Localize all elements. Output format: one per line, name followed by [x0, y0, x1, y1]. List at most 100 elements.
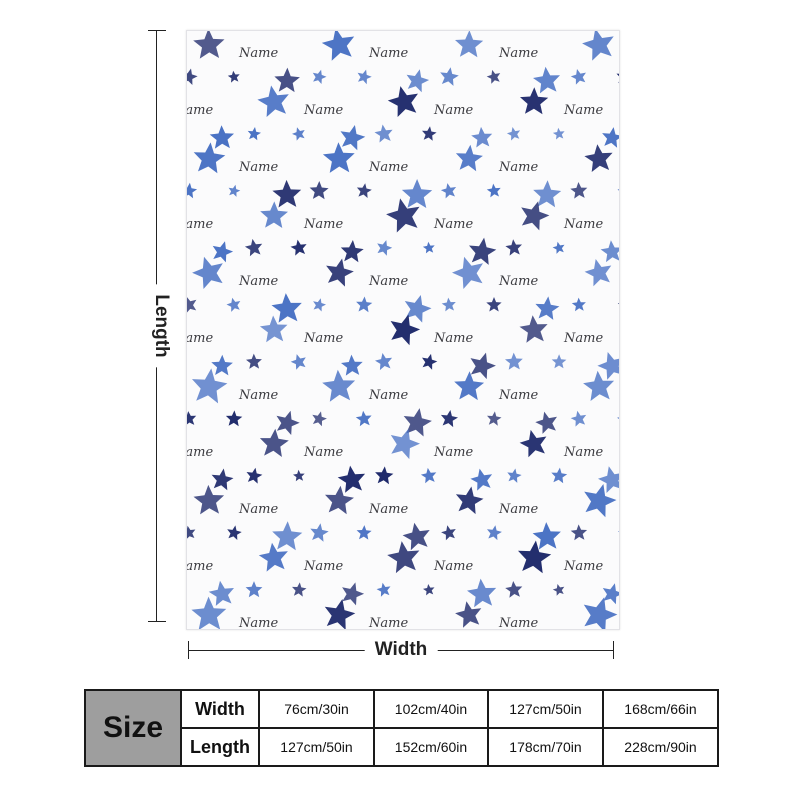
star-icon	[422, 241, 435, 254]
star-icon	[505, 352, 523, 370]
star-icon	[325, 485, 354, 515]
star-icon	[487, 525, 502, 541]
name-text: Name	[187, 217, 213, 232]
length-bottom-tick	[148, 621, 166, 622]
name-text: Name	[303, 331, 343, 346]
star-icon	[193, 142, 226, 174]
star-icon	[374, 124, 393, 143]
star-icon	[244, 238, 263, 257]
size-header: Size	[84, 689, 182, 767]
table-cell: 76cm/30in	[258, 689, 375, 729]
star-icon	[616, 73, 619, 84]
name-text: Name	[498, 274, 538, 289]
star-icon	[209, 125, 234, 149]
star-icon	[598, 466, 619, 493]
star-icon	[337, 465, 366, 493]
star-icon	[187, 411, 197, 425]
star-icon	[386, 198, 420, 233]
star-icon	[340, 125, 366, 151]
star-icon	[487, 411, 502, 426]
star-icon	[246, 353, 262, 369]
table-cell: 127cm/50in	[487, 689, 604, 729]
star-icon	[617, 303, 619, 305]
star-icon	[571, 297, 586, 312]
star-icon	[322, 369, 356, 402]
star-icon	[246, 467, 263, 484]
star-icon	[521, 201, 550, 231]
length-label: Length	[150, 284, 172, 368]
star-icon	[375, 466, 394, 485]
star-icon	[193, 484, 225, 515]
star-icon	[440, 410, 458, 428]
name-text: Name	[368, 160, 408, 175]
name-text: Name	[498, 160, 538, 175]
star-icon	[519, 429, 547, 458]
star-icon	[470, 468, 493, 491]
star-icon	[356, 183, 372, 198]
star-icon	[257, 85, 289, 117]
name-text: Name	[433, 559, 473, 574]
star-icon	[535, 296, 560, 320]
star-icon	[506, 127, 521, 141]
star-icon	[584, 259, 612, 287]
star-icon	[402, 522, 430, 551]
star-icon	[211, 468, 234, 491]
star-icon	[470, 352, 496, 380]
star-icon	[570, 182, 588, 199]
name-text: Name	[433, 445, 473, 460]
length-row-label: Length	[180, 727, 260, 767]
star-icon	[226, 297, 241, 312]
star-icon	[507, 468, 522, 483]
table-cell: 228cm/90in	[602, 727, 719, 767]
star-icon	[520, 87, 549, 115]
table-row: Length 127cm/50in 152cm/60in 178cm/70in …	[85, 727, 719, 767]
star-icon	[403, 408, 432, 437]
name-text: Name	[303, 445, 343, 460]
star-icon	[570, 524, 588, 541]
name-text: Name	[238, 502, 278, 517]
name-text: Name	[238, 388, 278, 403]
star-icon	[225, 410, 243, 427]
star-icon	[486, 297, 502, 312]
star-icon	[312, 69, 327, 84]
star-icon	[228, 184, 241, 197]
name-text: Name	[498, 388, 538, 403]
width-row-label: Width	[180, 689, 260, 729]
star-icon	[390, 428, 420, 460]
star-icon	[602, 127, 619, 148]
star-icon	[227, 525, 242, 540]
star-icon	[387, 86, 418, 117]
name-text: Name	[368, 616, 408, 629]
star-icon	[260, 201, 288, 228]
star-icon	[552, 241, 565, 254]
star-icon	[312, 411, 327, 427]
star-icon	[341, 354, 363, 376]
star-icon	[584, 144, 613, 172]
name-text: Name	[303, 217, 343, 232]
star-icon	[376, 582, 391, 597]
star-icon	[452, 256, 483, 289]
name-text: Name	[238, 160, 278, 175]
name-text: Name	[433, 331, 473, 346]
table-cell: 102cm/40in	[373, 689, 489, 729]
star-icon	[584, 484, 617, 518]
star-icon	[245, 581, 263, 598]
name-text: Name	[498, 46, 538, 61]
name-text: Name	[187, 559, 213, 574]
star-icon	[375, 353, 393, 371]
star-icon	[486, 183, 501, 198]
star-icon	[193, 31, 225, 59]
star-icon	[600, 240, 619, 263]
star-icon	[583, 597, 618, 629]
star-icon	[454, 371, 485, 401]
star-icon	[187, 297, 197, 313]
star-icon	[271, 293, 302, 323]
star-icon	[467, 578, 497, 608]
star-icon	[505, 239, 522, 256]
name-text: Name	[303, 559, 343, 574]
star-icon	[356, 525, 372, 540]
star-icon	[192, 256, 223, 289]
star-icon	[618, 531, 619, 533]
star-icon	[313, 298, 326, 312]
star-icon	[292, 582, 307, 597]
